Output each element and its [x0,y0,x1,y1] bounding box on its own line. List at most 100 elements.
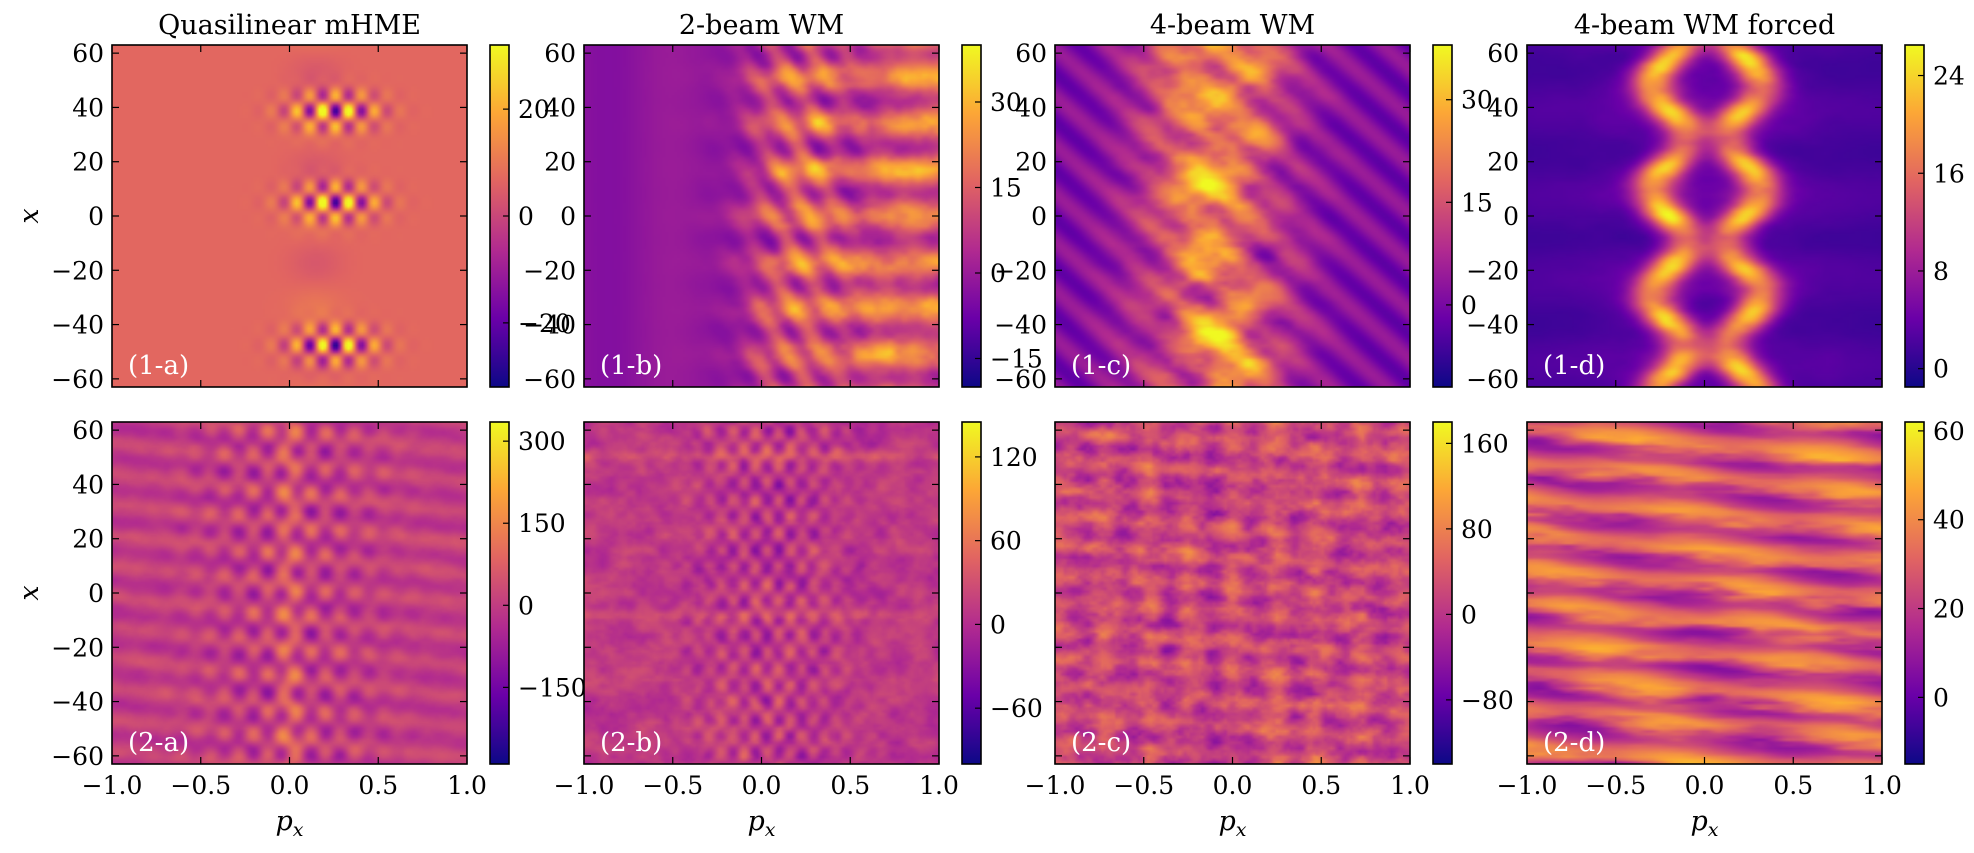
panel-label-2-b: (2-b) [600,728,662,758]
colorbar-label-2-c-0: 160 [1461,429,1509,458]
ytick-label-1-c-3: 0 [1031,202,1047,231]
colorbar-label-1-c-2: 0 [1461,291,1477,320]
xtick-label-2-d-1: −0.5 [1585,771,1646,800]
xtick-label-2-a-0: −1.0 [82,771,143,800]
panel-label-2-c: (2-c) [1071,728,1131,758]
plot-frame-1-c [1054,44,1411,388]
xtick-label-2-d-2: 0.0 [1685,771,1725,800]
plot-frame-1-a [111,44,468,388]
ytick-label-2-a-1: 40 [72,470,104,499]
heatmap-image-1-a [112,45,467,387]
colorbar-label-2-b-3: −60 [990,694,1043,723]
ytick-label-1-c-5: −40 [994,311,1047,340]
xtick-label-2-d-3: 0.5 [1773,771,1813,800]
panel-label-2-d: (2-d) [1543,728,1605,758]
panel-1-b: 2-beam WM (1-b) 60 40 20 0 −20 −40 −60 30 15 0 −15 [523,10,1043,394]
colorbar-frame-2-c [1432,421,1453,765]
panel-label-1-d: (1-d) [1543,351,1605,381]
ytick-label-1-a-0: 60 [72,39,104,68]
y-axis-label-2-a: x [14,585,45,600]
xtick-label-2-c-2: 0.0 [1213,771,1253,800]
ytick-label-1-a-6: −60 [51,365,104,394]
heatmap-image-2-a [112,422,467,764]
xtick-label-2-b-3: 0.5 [830,771,870,800]
ytick-label-1-d-3: 0 [1503,202,1519,231]
x-axis-label-2-d: px [1690,806,1718,841]
colorbar-label-1-a-2: −20 [518,309,571,338]
ytick-label-1-c-0: 60 [1015,39,1047,68]
x-axis-label-2-a: px [275,806,303,841]
panel-2-b: (2-b) −1.0 −0.5 0.0 0.5 1.0 px 120 60 0 −60 [554,421,1043,841]
colorbar-label-2-d-3: 0 [1933,683,1949,712]
colorbar-1-a [490,45,509,387]
ytick-label-1-d-6: −60 [1466,365,1519,394]
colorbar-label-1-a-0: 20 [518,95,550,124]
xtick-label-2-a-1: −0.5 [170,771,231,800]
ytick-label-1-a-1: 40 [72,93,104,122]
ytick-label-1-b-5: −40 [523,311,576,340]
ytick-label-2-a-3: 0 [88,579,104,608]
ytick-label-2-a-2: 20 [72,525,104,554]
ytick-label-1-a-3: 0 [88,202,104,231]
panel-title-1-a: Quasilinear mHME [158,10,421,41]
colorbar-label-2-c-1: 80 [1461,515,1493,544]
xtick-label-2-a-3: 0.5 [358,771,398,800]
colorbar-label-2-b-0: 120 [990,443,1038,472]
colorbar-2-d [1905,422,1924,764]
colorbar-label-2-d-2: 20 [1933,595,1965,624]
colorbar-frame-1-b [961,44,982,388]
colorbar-1-b [962,45,981,387]
colorbar-label-2-b-1: 60 [990,527,1022,556]
colorbar-label-1-d-3: 0 [1933,355,1949,384]
ytick-label-1-b-2: 20 [544,148,576,177]
colorbar-2-a [490,422,509,764]
colorbar-2-c [1433,422,1452,764]
ytick-label-1-b-0: 60 [544,39,576,68]
ytick-label-1-d-2: 20 [1487,148,1519,177]
panel-1-a: Quasilinear mHME (1-a) 60 40 20 0 −20 −40 −60 x 20… [14,10,571,394]
xtick-label-2-d-4: 1.0 [1862,771,1902,800]
xtick-label-2-c-0: −1.0 [1025,771,1086,800]
ytick-label-1-a-2: 20 [72,148,104,177]
colorbar-label-2-a-3: −150 [518,673,587,702]
colorbar-label-2-c-3: −80 [1461,686,1514,715]
xtick-label-2-c-3: 0.5 [1301,771,1341,800]
ytick-label-2-a-6: −60 [51,742,104,771]
ytick-label-1-c-1: 40 [1015,93,1047,122]
xtick-label-2-b-4: 1.0 [919,771,959,800]
ytick-label-1-d-4: −20 [1466,256,1519,285]
xtick-label-2-b-2: 0.0 [742,771,782,800]
xtick-label-2-c-1: −0.5 [1113,771,1174,800]
colorbar-label-1-d-1: 16 [1933,159,1965,188]
colorbar-label-1-a-1: 0 [518,202,534,231]
colorbar-label-1-c-0: 30 [1461,86,1493,115]
colorbar-label-1-c-1: 15 [1461,188,1493,217]
ytick-label-1-a-5: −40 [51,311,104,340]
colorbar-label-1-b-0: 30 [990,88,1022,117]
xtick-label-2-c-4: 1.0 [1390,771,1430,800]
xtick-label-2-d-0: −1.0 [1497,771,1558,800]
colorbar-frame-2-a [489,421,510,765]
colorbar-label-2-a-2: 0 [518,591,534,620]
panel-title-1-b: 2-beam WM [679,10,844,41]
panel-label-1-a: (1-a) [128,351,189,381]
colorbar-label-2-a-1: 150 [518,509,566,538]
ytick-label-1-c-4: −20 [994,256,1047,285]
plot-frame-2-d [1526,421,1883,765]
colorbar-1-c [1433,45,1452,387]
ytick-label-1-b-6: −60 [523,365,576,394]
heatmap-image-1-b [584,45,939,387]
colorbar-label-1-d-2: 8 [1933,257,1949,286]
colorbar-frame-1-c [1432,44,1453,388]
xtick-label-2-a-4: 1.0 [447,771,487,800]
ytick-label-1-d-5: −40 [1466,311,1519,340]
panel-1-d: 4-beam WM forced (1-d) 60 40 20 0 −20 −40 −60 24 1… [1466,10,1965,394]
ytick-label-1-d-1: 40 [1487,93,1519,122]
panel-label-1-b: (1-b) [600,351,662,381]
plot-frame-2-b [583,421,940,765]
ytick-label-1-b-1: 40 [544,93,576,122]
plot-frame-1-b [583,44,940,388]
colorbar-1-d [1905,45,1924,387]
colorbar-label-2-b-2: 0 [990,610,1006,639]
